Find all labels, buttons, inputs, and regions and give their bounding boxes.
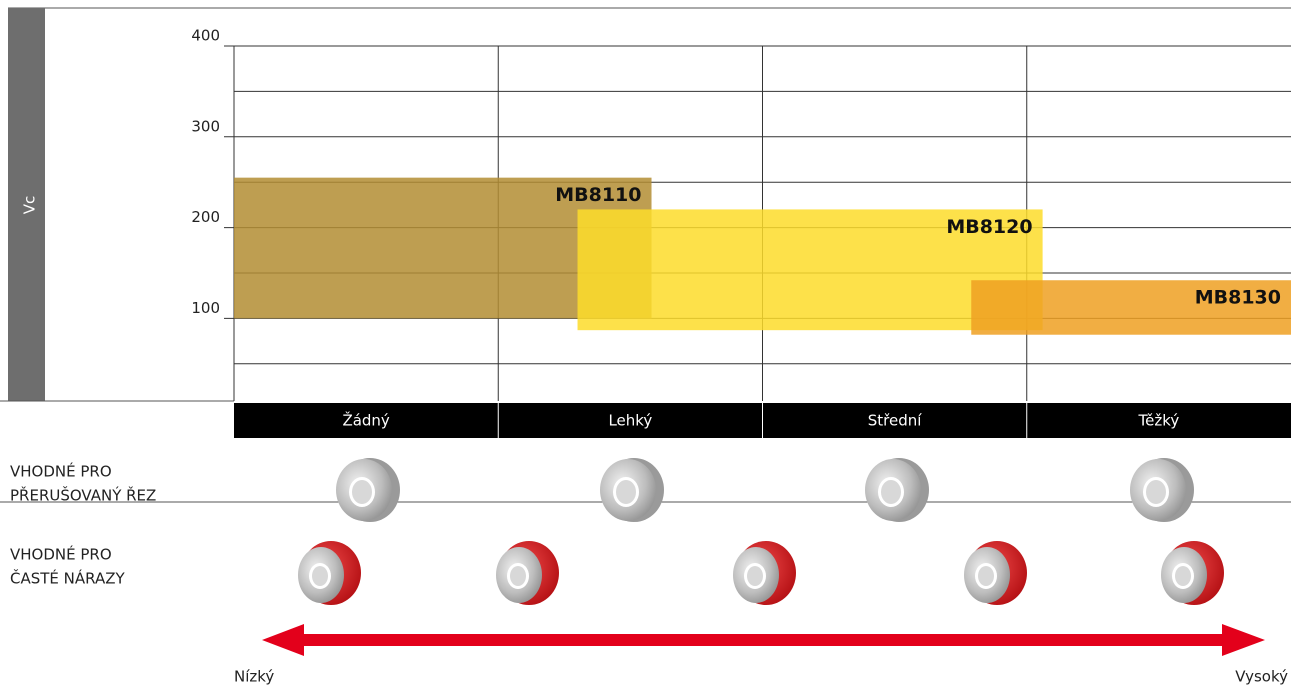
icon [298, 541, 361, 605]
y-tick-label: 200 [191, 208, 220, 226]
icon [964, 541, 1027, 605]
icon [865, 458, 929, 522]
y-label-band [8, 8, 45, 401]
arrow-label: Vysoký [1235, 668, 1288, 686]
arrow-head [1222, 624, 1265, 656]
icon [1161, 541, 1224, 605]
icons [298, 458, 1224, 605]
icon [600, 458, 664, 522]
row-label: ČASTÉ NÁRAZY [10, 569, 125, 588]
series-label: MB8120 [946, 216, 1032, 238]
range-bar [577, 209, 1043, 331]
x-tick-label: Střední [868, 412, 922, 430]
icon [336, 458, 400, 522]
x-tick-label: Těžký [1138, 412, 1180, 430]
y-axis-label: Vc [21, 196, 39, 215]
icon [1130, 458, 1194, 522]
x-tick-label: Lehký [608, 412, 652, 430]
y-tick-label: 300 [191, 117, 220, 135]
series-label: MB8130 [1195, 287, 1281, 309]
range-bar [971, 280, 1291, 335]
series-label: MB8110 [555, 184, 641, 206]
y-tick-label: 400 [191, 27, 220, 45]
icon [733, 541, 796, 605]
row-label: PŘERUŠOVANÝ ŘEZ [10, 486, 156, 505]
arrow-head [262, 624, 304, 656]
row-label: VHODNÉ PRO [10, 462, 112, 481]
row-label: VHODNÉ PRO [10, 545, 112, 564]
y-tick-label: 100 [191, 299, 220, 317]
arrow-label: Nízký [234, 668, 274, 686]
arrow [262, 624, 1265, 656]
arrow-shaft [290, 634, 1235, 646]
x-tick-label: Žádný [342, 411, 389, 430]
icon [496, 541, 559, 605]
